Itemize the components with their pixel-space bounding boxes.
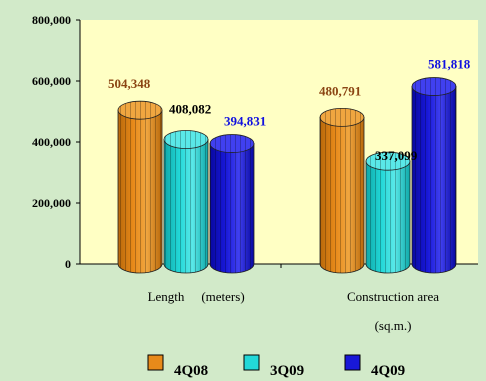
legend-label: 3Q09	[270, 363, 304, 379]
bar-4Q09-1[interactable]	[411, 77, 457, 274]
bar-ribs	[118, 110, 162, 273]
bar-top-ribs	[164, 130, 208, 149]
legend-label: 4Q08	[174, 363, 208, 379]
bar-3Q09-1[interactable]	[365, 151, 411, 274]
data-label-4Q09-1: 581,818	[428, 57, 471, 72]
bar-top-ribs	[412, 77, 456, 96]
bar-ribs	[320, 117, 364, 274]
bar-ribs	[366, 161, 410, 273]
bar-4Q08-0[interactable]	[117, 100, 163, 274]
data-label-3Q09-0: 408,082	[169, 102, 211, 117]
y-tick-label: 600,000	[32, 74, 71, 88]
legend-item-4Q08[interactable]: 4Q08	[147, 354, 208, 379]
category-label-0: Length	[148, 289, 185, 304]
y-tick-label: 400,000	[32, 135, 71, 149]
category-sublabel-0: (meters)	[201, 289, 244, 304]
y-tick-label: 0	[65, 257, 71, 271]
bar-top-ribs	[320, 108, 364, 127]
y-tick-label: 200,000	[32, 196, 71, 210]
bar-4Q09-0[interactable]	[209, 134, 255, 274]
bar-top-ribs	[366, 152, 410, 171]
bar-3Q09-0[interactable]	[163, 130, 209, 274]
legend-label: 4Q09	[371, 363, 405, 379]
legend-item-3Q09[interactable]: 3Q09	[243, 354, 304, 379]
bar-top-ribs	[210, 134, 254, 153]
legend-swatch	[147, 354, 164, 371]
y-tick-label: 800,000	[32, 13, 71, 27]
data-label-3Q09-1: 337,099	[375, 148, 418, 163]
category-label-1: Construction area	[347, 289, 439, 304]
bar-ribs	[412, 86, 456, 274]
category-sublabel-1: (sq.m.)	[375, 318, 412, 333]
data-label-4Q08-1: 480,791	[319, 83, 361, 98]
legend-swatch	[243, 354, 260, 371]
data-label-4Q09-0: 394,831	[224, 114, 266, 129]
legend-swatch	[344, 354, 361, 371]
bar-ribs	[164, 139, 208, 273]
bar-top-ribs	[118, 101, 162, 120]
data-label-4Q08-0: 504,348	[108, 76, 151, 91]
bar-4Q08-1[interactable]	[319, 107, 365, 274]
legend-item-4Q09[interactable]: 4Q09	[344, 354, 405, 379]
bar-ribs	[210, 143, 254, 273]
